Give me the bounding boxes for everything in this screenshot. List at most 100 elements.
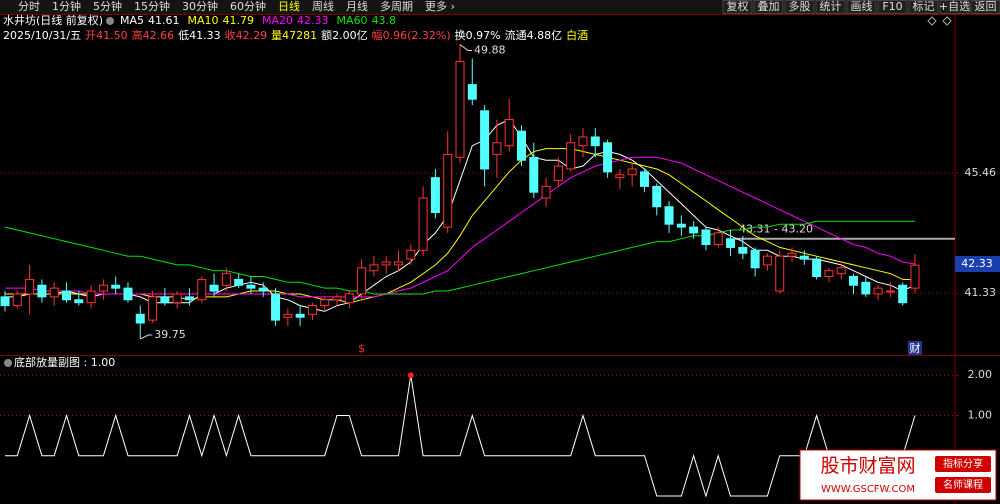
legend-value: 42.33 bbox=[297, 14, 329, 27]
toolbar-button-label[interactable]: 叠加 bbox=[758, 0, 780, 13]
candle-body bbox=[406, 249, 416, 260]
info-item: 流通4.88亿 bbox=[505, 28, 563, 42]
legend-value: 41.61 bbox=[148, 14, 180, 27]
info-item: 开41.50 bbox=[85, 29, 128, 42]
range-label: 43.31 - 43.20 bbox=[739, 223, 813, 236]
tab[interactable]: 分时 bbox=[18, 0, 40, 13]
candle-body bbox=[0, 296, 10, 307]
info-item: 高42.66 bbox=[132, 28, 175, 42]
watermark-tag-label: 名师课程 bbox=[943, 478, 983, 491]
candle-body bbox=[689, 226, 699, 234]
legend-name: MA5 bbox=[120, 14, 144, 27]
toolbar-button-label[interactable]: 统计 bbox=[820, 0, 842, 13]
toolbar-button-label[interactable]: 标记 bbox=[913, 0, 935, 13]
candle-body bbox=[25, 278, 35, 295]
info-item: 低41.33 bbox=[178, 29, 221, 42]
candle-body bbox=[529, 156, 539, 193]
candle-body bbox=[566, 142, 576, 170]
candle-body bbox=[418, 197, 428, 251]
candle-body bbox=[775, 255, 785, 292]
ma-menu-icon[interactable] bbox=[106, 17, 114, 25]
candle-body bbox=[603, 142, 613, 173]
candle-body bbox=[357, 267, 367, 295]
sub-menu-icon[interactable] bbox=[4, 359, 12, 367]
candle-body bbox=[639, 171, 649, 187]
toolbar-button[interactable] bbox=[970, 0, 1000, 14]
candle-body bbox=[209, 284, 219, 292]
tab[interactable]: 15分钟 bbox=[134, 0, 170, 13]
candle-body bbox=[910, 264, 920, 289]
toolbar-button-label[interactable]: 画线 bbox=[851, 0, 873, 13]
candle-body bbox=[430, 177, 440, 214]
toolbar-button-label[interactable]: F10 bbox=[882, 0, 902, 13]
candle-body bbox=[849, 276, 859, 286]
toolbar-button[interactable] bbox=[815, 0, 846, 14]
candle-body bbox=[787, 252, 797, 257]
info-item: 量47281 bbox=[271, 29, 317, 42]
candle-body bbox=[578, 136, 588, 147]
legend-entry: MA60 43.8 bbox=[337, 14, 397, 27]
info-item: 幅0.96(2.32%) bbox=[372, 29, 451, 42]
toolbar-button-label[interactable]: 返回 bbox=[975, 0, 997, 13]
event-label: 财 bbox=[910, 341, 921, 355]
tab[interactable]: 60分钟 bbox=[230, 0, 266, 13]
tab[interactable]: 更多 › bbox=[425, 0, 455, 13]
toolbar-button[interactable] bbox=[784, 0, 815, 14]
candle-body bbox=[652, 185, 662, 208]
toolbar-button-label[interactable]: +自选 bbox=[939, 0, 970, 13]
toolbar-button[interactable] bbox=[753, 0, 784, 14]
legend-name: MA60 bbox=[337, 14, 368, 27]
tab[interactable]: 日线 bbox=[278, 0, 300, 13]
legend-value: 43.8 bbox=[372, 14, 397, 27]
toolbar-button[interactable] bbox=[722, 0, 753, 14]
candle-body bbox=[480, 110, 490, 170]
low-label: 39.75 bbox=[154, 328, 186, 341]
toolbar-button[interactable] bbox=[939, 0, 970, 14]
candle-body bbox=[615, 174, 625, 179]
legend-entry: MA10 41.79 bbox=[188, 14, 255, 27]
legend-name: MA10 bbox=[188, 14, 219, 27]
tab[interactable]: 1分钟 bbox=[52, 0, 81, 13]
candle-body bbox=[504, 119, 514, 147]
candle-body bbox=[37, 284, 47, 298]
candle-body bbox=[750, 249, 760, 269]
legend-entry: MA5 41.61 bbox=[120, 14, 180, 27]
tab[interactable]: 多周期 bbox=[380, 0, 413, 13]
candle-body bbox=[246, 284, 256, 289]
legend-entry: MA20 42.33 bbox=[262, 14, 329, 27]
candle-body bbox=[49, 287, 59, 298]
toolbar-button-label[interactable]: 复权 bbox=[727, 0, 749, 13]
toolbar-button-label[interactable]: 多股 bbox=[789, 0, 811, 13]
candle-body bbox=[861, 281, 871, 295]
tab[interactable]: 月线 bbox=[346, 0, 368, 13]
watermark-tag bbox=[935, 456, 991, 472]
candle-body bbox=[824, 270, 834, 278]
tab[interactable]: 30分钟 bbox=[182, 0, 218, 13]
tab[interactable]: 5分钟 bbox=[93, 0, 122, 13]
tab[interactable]: 周线 bbox=[312, 0, 334, 13]
candle-body bbox=[516, 130, 526, 161]
candle-body bbox=[234, 278, 244, 286]
candle-body bbox=[443, 153, 453, 228]
toolbar-button[interactable] bbox=[846, 0, 877, 14]
candle-body bbox=[98, 284, 108, 292]
legend-name: MA20 bbox=[262, 14, 293, 27]
candle-body bbox=[836, 267, 846, 275]
info-item: 白酒 bbox=[566, 28, 588, 42]
candle-body bbox=[111, 284, 121, 289]
candle-body bbox=[701, 229, 711, 246]
candle-body bbox=[492, 142, 502, 155]
candle-body bbox=[713, 232, 723, 246]
candle-body bbox=[726, 238, 736, 248]
toolbar-button[interactable] bbox=[877, 0, 908, 14]
event-box bbox=[908, 341, 922, 355]
legend-value: 41.79 bbox=[223, 14, 255, 27]
candle-body bbox=[381, 261, 391, 266]
toolbar-button[interactable] bbox=[908, 0, 939, 14]
candle-body bbox=[148, 296, 158, 321]
high-label: 49.88 bbox=[474, 44, 506, 57]
panel-icons[interactable] bbox=[927, 16, 952, 26]
candle-body bbox=[295, 313, 305, 318]
info-line: 2025/10/31/五 开41.50 高42.66 低41.33 收42.29 量472… bbox=[3, 28, 588, 42]
candle-body bbox=[590, 136, 600, 147]
